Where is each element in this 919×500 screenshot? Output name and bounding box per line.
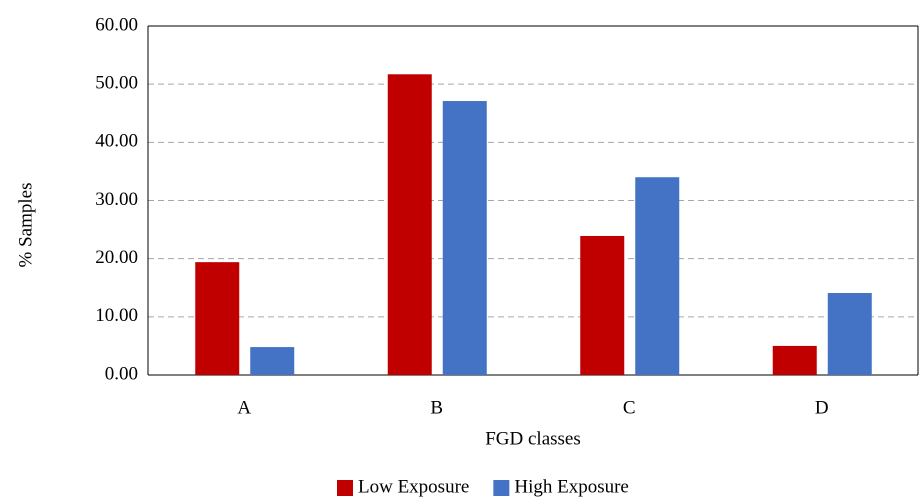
legend-label: High Exposure xyxy=(514,476,629,497)
y-tick-label: 60.00 xyxy=(95,14,138,35)
x-tick-label: D xyxy=(815,397,829,418)
y-tick-label: 30.00 xyxy=(95,189,138,210)
bar xyxy=(442,101,487,375)
y-tick-label: 50.00 xyxy=(95,73,138,94)
y-tick-label: 0.00 xyxy=(105,363,138,384)
y-tick-label: 10.00 xyxy=(95,305,138,326)
x-tick-label: B xyxy=(430,397,443,418)
legend-swatch xyxy=(493,480,510,496)
bar xyxy=(827,292,872,375)
legend-label: Low Exposure xyxy=(358,476,469,497)
bar xyxy=(772,345,817,375)
bar xyxy=(580,235,625,375)
y-axis-title: % Samples xyxy=(15,183,36,268)
x-tick-label: C xyxy=(623,397,636,418)
y-tick-label: 20.00 xyxy=(95,247,138,268)
bar xyxy=(387,74,432,376)
bar xyxy=(195,262,240,375)
bar xyxy=(635,177,680,375)
x-axis-title: FGD classes xyxy=(485,428,581,449)
bar xyxy=(250,347,295,375)
legend-swatch xyxy=(337,480,353,496)
y-tick-label: 40.00 xyxy=(95,131,138,152)
x-tick-label: A xyxy=(237,397,251,418)
